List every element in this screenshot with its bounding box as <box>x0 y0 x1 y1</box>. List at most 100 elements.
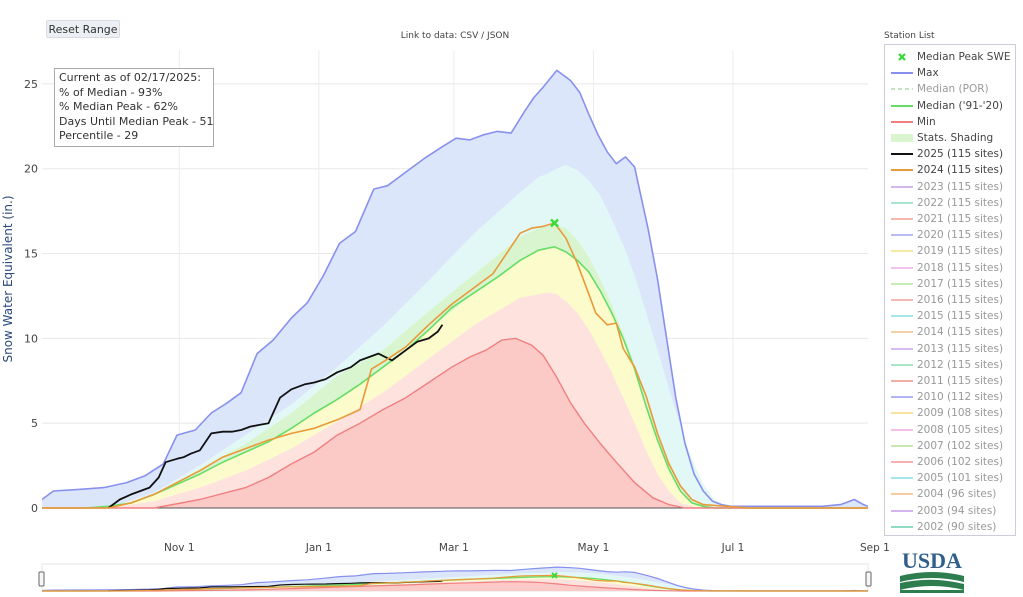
reset-range-button[interactable]: Reset Range <box>46 20 120 38</box>
legend-item-label: 2014 (115 sites) <box>917 326 1004 339</box>
link-separator: / <box>478 31 488 41</box>
series-min[interactable] <box>42 337 868 509</box>
legend-item-label: Median Peak SWE <box>917 51 1011 63</box>
legend-swatch <box>891 72 913 75</box>
series-median-91-20[interactable] <box>42 246 868 509</box>
data-link-bar: Link to data: CSV / JSON <box>0 31 910 41</box>
legend-item-label: 2015 (115 sites) <box>917 310 1004 323</box>
legend-item-label: 2021 (115 sites) <box>917 213 1004 225</box>
legend-swatch <box>891 347 913 350</box>
legend-item-label: 2011 (115 sites) <box>917 375 1004 387</box>
legend-item-label: 2012 (115 sites) <box>917 358 1004 371</box>
y-tick-label: 20 <box>24 163 38 176</box>
station-list-title: Station List <box>884 31 935 41</box>
slider-series-line <box>42 574 868 592</box>
range-slider[interactable] <box>38 563 872 592</box>
series-lines <box>42 69 868 509</box>
data-link-prefix: Link to data: <box>400 31 461 41</box>
legend-item-label: Max <box>917 67 939 80</box>
range-handle-left[interactable] <box>38 571 45 587</box>
legend-item-label: 2018 (115 sites) <box>917 261 1004 274</box>
slider-band <box>42 572 868 591</box>
legend-item-label: 2016 (115 sites) <box>917 294 1004 306</box>
legend-item-label: 2007 (102 sites) <box>917 439 1004 452</box>
legend-swatch <box>891 363 913 366</box>
y-tick-label: 25 <box>24 78 38 91</box>
json-link[interactable]: JSON <box>487 31 510 41</box>
x-tick-label: Jul 1 <box>721 542 745 554</box>
legend-panel: Median Peak SWE Max Median (POR) Median ('9… <box>884 44 1016 536</box>
y-tick-label: 15 <box>24 248 38 261</box>
info-pct-median: % of Median - 93% <box>59 85 163 99</box>
legend-swatch <box>891 331 913 334</box>
legend-item-label: 2025 (115 sites) <box>917 148 1004 161</box>
legend-swatch <box>891 477 913 480</box>
legend-swatch <box>898 53 906 61</box>
legend-swatch <box>891 299 913 301</box>
legend-swatch <box>891 380 913 382</box>
legend-item-label: 2004 (96 sites) <box>917 488 997 501</box>
info-days-until-peak: Days Until Median Peak - 51 <box>59 114 214 128</box>
y-tick-label: 10 <box>24 332 38 345</box>
legend-swatch <box>891 218 913 220</box>
band-swatch-icon <box>891 134 913 142</box>
slider-peak-marker <box>551 572 558 579</box>
info-current-as-of: Current as of 02/17/2025: <box>59 71 201 84</box>
series-2024-115-sites[interactable] <box>42 222 868 509</box>
legend-swatch <box>891 493 913 496</box>
marker-swatch-icon <box>898 53 906 61</box>
range-handle-right[interactable] <box>865 571 872 587</box>
legend-item-label: 2017 (115 sites) <box>917 277 1004 290</box>
legend-swatch <box>891 134 913 142</box>
legend-item-label: 2008 (105 sites) <box>917 423 1004 436</box>
legend-item-label: 2013 (115 sites) <box>917 342 1004 355</box>
legend-item-label: 2024 (115 sites) <box>917 164 1004 177</box>
slider-band <box>42 581 868 591</box>
legend-swatch <box>891 282 913 285</box>
legend-item-label: 2019 (115 sites) <box>917 245 1004 258</box>
stat-bands <box>42 70 868 509</box>
legend-item-label: 2003 (94 sites) <box>917 504 997 517</box>
legend-swatch <box>891 120 913 123</box>
x-tick-label: Nov 1 <box>164 542 195 554</box>
legend-item-label: Median ('91-'20) <box>917 99 1004 112</box>
legend-item-label: 2002 (90 sites) <box>917 520 997 533</box>
legend-item-label: 2005 (101 sites) <box>917 472 1004 485</box>
legend-swatch <box>891 234 913 237</box>
x-tick-label: Jan 1 <box>305 542 332 554</box>
legend-swatch <box>891 525 913 528</box>
legend-swatch <box>891 315 913 318</box>
legend-item-label: 2020 (115 sites) <box>917 229 1004 242</box>
legend-swatch <box>891 412 913 415</box>
legend-swatch <box>891 509 913 512</box>
slider-band <box>42 567 868 591</box>
median-peak-marker[interactable] <box>550 218 559 228</box>
legend-swatch <box>891 88 913 91</box>
legend-item-label: 2009 (108 sites) <box>917 407 1004 420</box>
legend-item-label: Stats. Shading <box>917 132 994 144</box>
band-90th-percentile <box>42 165 868 509</box>
legend-swatch <box>891 153 913 156</box>
legend-swatch <box>891 185 913 188</box>
y-tick-label: 5 <box>31 417 38 430</box>
legend-item-label: Min <box>917 115 936 128</box>
x-tick-label: Mar 1 <box>439 542 469 554</box>
csv-link[interactable]: CSV <box>460 31 479 41</box>
info-pct-median-peak: % Median Peak - 62% <box>59 100 178 113</box>
legend-swatch <box>891 461 913 463</box>
x-tick-label: Sep 1 <box>860 542 890 554</box>
svg-text:USDA: USDA <box>902 548 962 573</box>
legend-item-label: 2006 (102 sites) <box>917 456 1004 468</box>
band-max <box>42 70 868 509</box>
usda-logo: USDA <box>900 548 964 593</box>
legend-swatch <box>891 169 913 172</box>
series-2025-115-sites[interactable] <box>107 324 444 509</box>
legend-item-label: 2022 (115 sites) <box>917 196 1004 209</box>
x-tick-label: May 1 <box>578 542 610 554</box>
legend-swatch <box>891 104 913 107</box>
x-axis: Nov 1 Jan 1 Mar 1 May 1 Jul 1 Sep 1 <box>164 542 890 554</box>
y-tick-label: 0 <box>31 502 38 515</box>
legend-swatch <box>891 396 913 399</box>
band-min <box>42 338 868 508</box>
y-axis-title: Snow Water Equivalent (in.) <box>1 195 15 362</box>
